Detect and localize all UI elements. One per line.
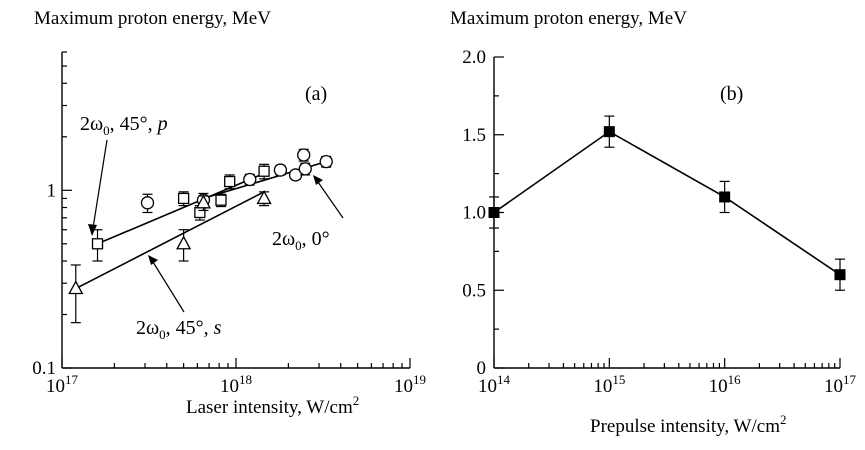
panel-b-axes [493, 57, 840, 369]
legend-0deg-label: 2ω0, 0° [272, 228, 330, 253]
y-tick-label: 0.5 [462, 280, 486, 301]
data-point-filled-square [603, 126, 615, 138]
panel-a: Maximum proton energy, MeV (a) Laser int… [32, 8, 426, 418]
arrow-s [148, 255, 185, 313]
data-point-circle [297, 148, 311, 162]
data-point-circle [319, 154, 333, 169]
data-point-filled-square [488, 207, 500, 218]
legend-p-label: 2ω0, 45°, p [80, 113, 168, 138]
panel-b-ylabel: Maximum proton energy, MeV [450, 8, 687, 29]
panel-a-ylabel: Maximum proton energy, MeV [34, 8, 271, 29]
x-tick-label: 1018 [220, 372, 252, 397]
data-point-triangle [68, 280, 84, 295]
y-tick-label: 1.5 [462, 125, 486, 146]
data-point-filled-square [719, 191, 731, 203]
data-point-circle [140, 196, 155, 210]
y-tick-label: 1.0 [462, 203, 486, 224]
x-tick-label: 1017 [824, 372, 857, 397]
panel-b-label: (b) [720, 83, 743, 105]
x-tick-label: 1015 [593, 372, 625, 397]
legend-s-label: 2ω0, 45°, s [136, 317, 222, 342]
x-tick-label: 1016 [709, 372, 742, 397]
y-tick-label: 0.1 [32, 358, 56, 379]
panel-a-data [68, 148, 333, 324]
fit-line [97, 170, 270, 245]
data-point-square [91, 238, 104, 250]
x-tick-label: 1017 [46, 372, 79, 397]
arrow-p [88, 139, 108, 236]
panel-b-xlabel: Prepulse intensity, W/cm2 [590, 412, 786, 437]
x-tick-label: 1014 [478, 372, 511, 397]
data-point-circle [298, 162, 312, 176]
panel-a-label: (a) [305, 83, 327, 105]
data-point-square [177, 192, 190, 205]
fit-line [75, 191, 265, 290]
arrow-0deg [313, 175, 344, 219]
y-tick-label: 1 [47, 180, 57, 201]
series-line [493, 130, 841, 276]
data-point-triangle [256, 190, 272, 205]
y-tick-label: 0 [477, 358, 487, 379]
panel-a-axes [61, 52, 410, 369]
y-tick-label: 2.0 [462, 47, 486, 68]
panel-b-ticks: 1014 1015 1016 1017 0 0.5 1.0 1.5 2.0 [462, 47, 856, 397]
panel-a-ticks: 1017 1018 1019 0.1 1 [32, 51, 426, 397]
data-point-square [258, 165, 270, 177]
data-point-square [215, 194, 227, 206]
panel-a-xlabel: Laser intensity, W/cm2 [186, 393, 359, 418]
panel-b-data [488, 115, 846, 291]
panel-b: Maximum proton energy, MeV (b) Prepulse … [450, 8, 857, 437]
data-point-filled-square [834, 269, 846, 281]
data-point-triangle [176, 235, 192, 250]
data-point-square [224, 175, 236, 188]
data-point-circle [243, 172, 257, 187]
x-tick-label: 1019 [394, 372, 426, 397]
data-point-circle [273, 163, 288, 177]
data-point-triangle [195, 194, 212, 209]
